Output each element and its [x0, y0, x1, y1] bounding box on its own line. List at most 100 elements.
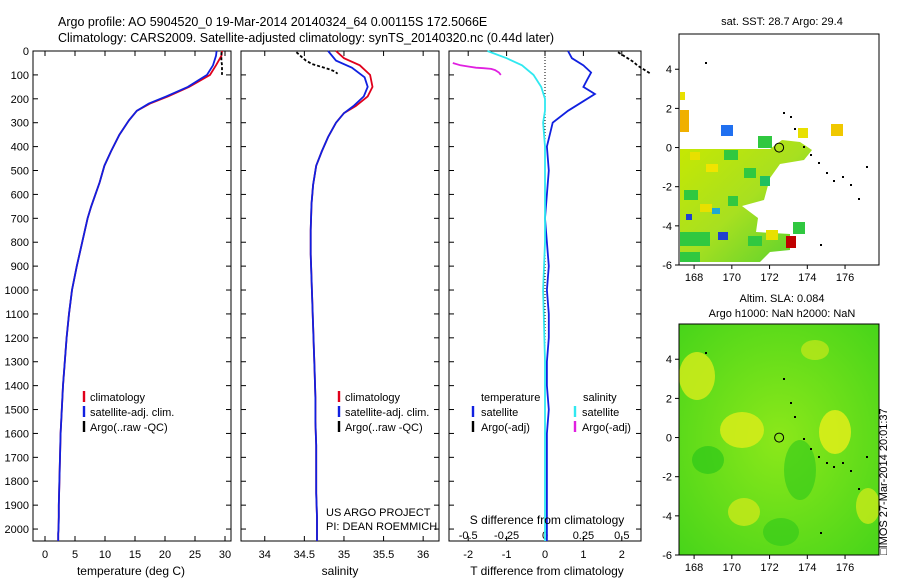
series-line-climatology: [57, 50, 223, 541]
sst-latitude-axis: 4 2 0 -2 -4 -6: [662, 64, 679, 272]
x-tick-label: 20: [159, 549, 171, 561]
sla-coastlines: [705, 352, 868, 534]
sst-cell-cool: [718, 232, 728, 240]
sst-cell: [793, 222, 805, 234]
salinity-depth-ticks: [241, 50, 439, 530]
s-difference-label: S difference from climatology: [470, 513, 625, 527]
legend-label-argo-sal: Argo(..raw -QC): [345, 422, 423, 434]
x-tick-label: 36: [417, 549, 429, 561]
legend-label-s-satellite: satellite: [582, 407, 619, 419]
sla-low: [763, 518, 799, 546]
sst-cell: [684, 190, 698, 200]
sla-high: [819, 410, 851, 454]
legend-label-climatology: climatology: [90, 392, 146, 404]
depth-tick-label: 200: [11, 94, 29, 106]
x-tick-label: 34: [259, 549, 271, 561]
sst-cell: [680, 92, 685, 100]
x-tick-label: 30: [219, 549, 231, 561]
depth-tick-label: 1700: [5, 452, 29, 464]
t-difference-xlabel: T difference from climatology: [470, 564, 624, 578]
series-line-satellite-temperature: [544, 50, 597, 541]
sst-map-title: sat. SST: 28.7 Argo: 29.4: [721, 16, 843, 28]
sst-cell: [744, 168, 756, 178]
lat-tick-label: 0: [666, 143, 672, 155]
t-difference-axis: -2 -1 0 1 2: [463, 51, 625, 561]
lat-tick-label: 4: [666, 354, 672, 366]
series-line-satellite-adj-clim-: [57, 50, 218, 541]
temperature-axis: 0 5 10 15 20 25 30: [42, 51, 231, 561]
depth-tick-label: 1600: [5, 428, 29, 440]
series-line-climatology: [309, 50, 374, 541]
series-line-argo-raw-qc-: [295, 51, 339, 75]
series-line-satellite-salinity: [487, 50, 546, 541]
lon-tick-label: 176: [836, 272, 854, 284]
sst-cell: [690, 152, 700, 160]
salinity-series: [295, 50, 374, 541]
lat-tick-label: -6: [662, 550, 672, 562]
salinity-plot-frame: [240, 50, 440, 542]
depth-tick-label: 2000: [5, 524, 29, 536]
sst-cell: [728, 196, 738, 206]
sst-cell: [760, 176, 770, 186]
sla-high: [856, 488, 880, 524]
x-tick-label: 15: [129, 549, 141, 561]
lon-tick-label: 174: [798, 272, 816, 284]
legend-header-salinity: salinity: [583, 392, 617, 404]
depth-tick-label: 500: [11, 166, 29, 178]
s-diff-tick-label: -0.25: [494, 530, 519, 542]
salinity-legend: climatology satellite-adj. clim. Argo(..…: [337, 391, 429, 434]
depth-tick-label: 300: [11, 118, 29, 130]
header-line-2: Climatology: CARS2009. Satellite-adjuste…: [58, 31, 555, 45]
depth-tick-label: 1100: [5, 309, 29, 321]
sst-cell: [700, 204, 712, 212]
x-tick-label: 10: [99, 549, 111, 561]
temperature-plot-frame: [32, 50, 232, 542]
argo-position-marker-sla: [774, 432, 785, 443]
sla-longitude-axis: 168 170 172 174 176: [685, 555, 854, 574]
sst-cell-warm: [831, 124, 843, 136]
legend-label-t-satellite: satellite: [481, 407, 518, 419]
lon-tick-label: 168: [685, 272, 703, 284]
x-tick-label: 0: [42, 549, 48, 561]
legend-label-s-argo: Argo(-adj): [582, 422, 631, 434]
lon-tick-label: 170: [723, 272, 741, 284]
depth-tick-label: 900: [11, 261, 29, 273]
sst-cell-cool: [721, 125, 733, 136]
lon-tick-label: 172: [760, 272, 778, 284]
legend-label-satellite-adj: satellite-adj. clim.: [90, 407, 174, 419]
lat-tick-label: 2: [666, 393, 672, 405]
lat-tick-label: -2: [662, 472, 672, 484]
lon-tick-label: 170: [723, 562, 741, 574]
lat-tick-label: -4: [662, 221, 672, 233]
lon-tick-label: 176: [836, 562, 854, 574]
depth-tick-label: 800: [11, 237, 29, 249]
s-diff-tick-label: 0.5: [614, 530, 629, 542]
x-tick-label: 0: [542, 549, 548, 561]
salinity-axis: 34 34.5 35 35.5 36: [259, 51, 429, 561]
difference-series: [452, 50, 652, 541]
lat-tick-label: -2: [662, 182, 672, 194]
lat-tick-label: 0: [666, 433, 672, 445]
series-line-argo-adj--salinity: [452, 62, 502, 76]
depth-tick-label: 400: [11, 142, 29, 154]
temperature-series: [57, 50, 223, 541]
sla-low: [692, 446, 724, 474]
lat-tick-label: 4: [666, 64, 672, 76]
sla-map-frame: [678, 323, 880, 556]
sst-cell-cool: [686, 214, 692, 220]
sst-cell-cool: [712, 208, 720, 214]
x-tick-label: 34.5: [294, 549, 315, 561]
imos-timestamp: □IMOS 27-Mar-2014 20:01:37: [878, 408, 890, 555]
temperature-panel: 0100200300400500600700800900100011001200…: [5, 46, 232, 578]
sla-features: [679, 340, 880, 546]
legend-label-satellite-adj-sal: satellite-adj. clim.: [345, 407, 429, 419]
series-line-satellite-adj-clim-: [309, 50, 369, 541]
lat-tick-label: 2: [666, 103, 672, 115]
x-tick-label: 5: [72, 549, 78, 561]
depth-tick-label: 1000: [5, 285, 29, 297]
sla-map-title-2: Argo h1000: NaN h2000: NaN: [709, 308, 856, 320]
depth-tick-label: 1200: [5, 333, 29, 345]
sst-map-frame: [678, 33, 880, 266]
lon-tick-label: 174: [798, 562, 816, 574]
